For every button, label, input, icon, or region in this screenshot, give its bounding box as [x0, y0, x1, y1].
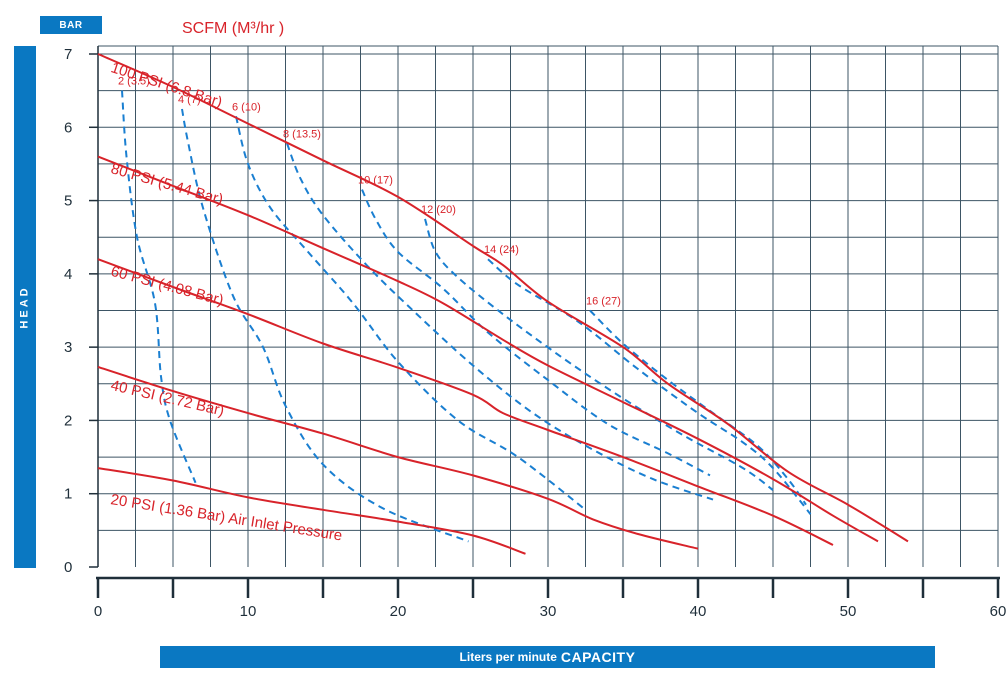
air-curve-label: 16 (27): [586, 296, 621, 308]
x-tick-label: 0: [94, 603, 102, 620]
x-tick-label: 40: [690, 603, 707, 620]
y-tick-label: 6: [64, 119, 72, 136]
y-tick-label: 7: [64, 46, 72, 63]
air-curve: [361, 189, 711, 477]
pressure-curve-label: 60 PSI (4.08 Bar): [109, 263, 225, 309]
air-curve: [181, 108, 469, 543]
pressure-curve: [97, 53, 909, 543]
pressure-curve-label: 80 PSI (5.44 Bar): [109, 160, 225, 208]
x-tick-label: 60: [990, 603, 1006, 620]
y-tick-label: 3: [64, 339, 72, 356]
y-tick-label: 1: [64, 486, 72, 503]
head-axis-tag: HEAD: [14, 46, 36, 568]
air-curve: [487, 258, 812, 515]
x-tick-label: 50: [840, 603, 857, 620]
y-tick-label: 2: [64, 412, 72, 429]
x-tick-label: 20: [390, 603, 407, 620]
air-curve-label: 6 (10): [232, 101, 261, 113]
curve-labels: 2 (3.5) 4 (7) 6 (10) 8 (13.5) 10 (17) 12 (20)…: [109, 59, 621, 544]
head-axis-label: HEAD: [19, 285, 32, 329]
pressure-curve: [97, 467, 526, 555]
pressure-curve: [97, 258, 834, 546]
capacity-label: CAPACITY: [560, 649, 636, 665]
air-curve: [235, 116, 587, 511]
air-curve-label: 8 (13.5): [283, 128, 321, 140]
scfm-title: SCFM (M³/hr ): [182, 20, 285, 37]
grid: [98, 45, 999, 567]
air-curve-label: 4 (7): [178, 94, 201, 106]
axes: 0 1 2 3 4 5 6 7 0 10 20 30 40 50 60: [64, 46, 1006, 620]
y-tick-label: 5: [64, 193, 72, 210]
air-curve-label: 12 (20): [421, 204, 456, 216]
air-curve-label: 2 (3.5): [118, 76, 150, 88]
pressure-curves: [97, 53, 909, 555]
y-tick-label: 0: [64, 559, 72, 576]
capacity-axis-tag: Liters per minute CAPACITY: [160, 646, 935, 668]
air-curve-label: 14 (24): [484, 244, 519, 256]
y-tick-label: 4: [64, 266, 72, 283]
x-tick-label: 30: [540, 603, 557, 620]
pressure-curve: [97, 155, 879, 543]
air-curve: [286, 143, 714, 501]
pressure-curve-label: 20 PSI (1.36 Bar) Air Inlet Pressure: [109, 491, 343, 544]
pressure-curve: [97, 365, 699, 550]
air-curve: [121, 90, 197, 484]
capacity-prefix: Liters per minute: [459, 650, 557, 664]
air-curve: [424, 218, 774, 491]
air-curve-label: 10 (17): [358, 175, 393, 187]
x-tick-label: 10: [240, 603, 257, 620]
bar-unit-tag: BAR: [40, 16, 102, 34]
